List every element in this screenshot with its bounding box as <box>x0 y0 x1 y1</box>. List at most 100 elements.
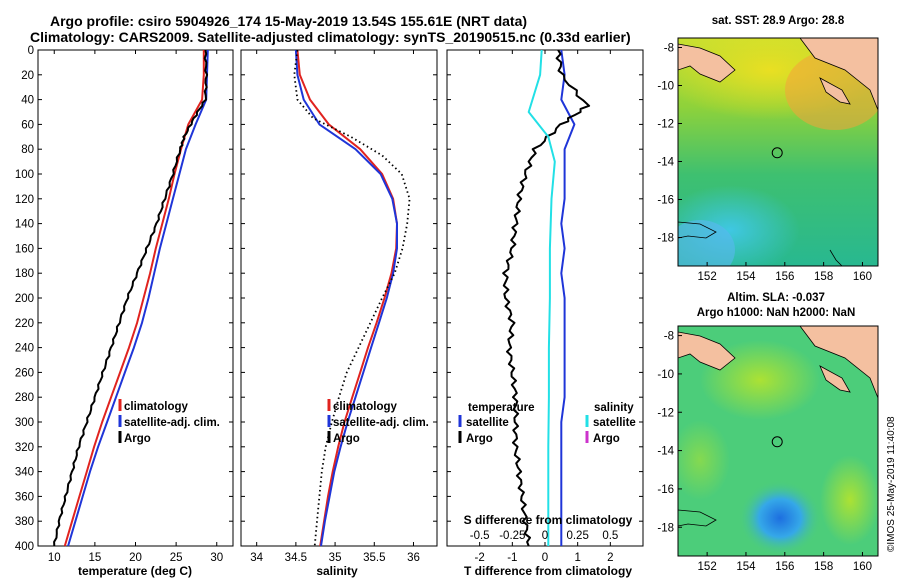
map-y-tick-label: -14 <box>657 446 674 458</box>
sst-map-title: sat. SST: 28.9 Argo: 28.8 <box>712 15 845 27</box>
legend-label-t-satellite: satellite <box>466 417 509 429</box>
x-tick-label: 2 <box>607 552 613 564</box>
difference-y-ticks <box>447 49 643 547</box>
x-tick-label: 36 <box>407 552 420 564</box>
x-tick-label: -2 <box>475 552 485 564</box>
temperature-x-axis: 10 15 20 25 30 <box>48 50 223 564</box>
map-x-tick-label: 160 <box>853 561 872 573</box>
legend-label-s-satellite: satellite <box>593 417 636 429</box>
salinity-panel: 34 34.5 35 35.5 36 salinity climatology sate… <box>240 49 438 578</box>
map-x-tick-label: 154 <box>736 271 756 283</box>
x-tick-label: 25 <box>170 552 183 564</box>
temperature-xlabel: temperature (deg C) <box>78 564 192 578</box>
s-diff-tick-label: 0.25 <box>566 530 588 542</box>
sst-argo-position-marker <box>771 147 783 159</box>
imos-credit: ©IMOS 25-May-2019 11:40:08 <box>886 416 897 552</box>
x-tick-label: 15 <box>88 552 101 564</box>
legend-label-t-argo: Argo <box>466 433 493 445</box>
map-y-tick-label: -14 <box>657 157 674 169</box>
map-y-tick-label: -12 <box>657 119 674 131</box>
y-tick-label: 340 <box>15 467 34 479</box>
y-tick-label: 220 <box>15 318 34 330</box>
s-diff-tick-label: -0.5 <box>470 530 490 542</box>
legend-label-satellite: satellite-adj. clim. <box>333 417 429 429</box>
x-tick-label: 34 <box>250 552 263 564</box>
sla-field <box>678 326 878 556</box>
sst-land-solomon <box>740 38 878 111</box>
map-y-tick-label: -18 <box>657 233 674 245</box>
y-tick-label: 160 <box>15 243 34 255</box>
y-tick-label: 380 <box>15 516 34 528</box>
x-tick-label: -1 <box>507 552 517 564</box>
series-line-climatology <box>296 49 398 547</box>
sla-land-png <box>678 331 736 371</box>
x-tick-label: 1 <box>574 552 580 564</box>
s-diff-tick-label: 0.5 <box>602 530 618 542</box>
temperature-legend: climatology satellite-adj. clim. Argo <box>118 399 220 445</box>
difference-panel: -2 -1 0 1 2 S difference from climatology -0… <box>446 49 644 578</box>
difference-axes <box>446 49 644 547</box>
figure-title-line1: Argo profile: csiro 5904926_174 15-May-2… <box>50 13 527 29</box>
legend-title-temperature: temperature <box>468 402 534 414</box>
series-line-argo <box>53 49 209 547</box>
map-x-tick-label: 156 <box>775 561 794 573</box>
series-line-argo <box>293 49 411 547</box>
legend-title-salinity: salinity <box>594 402 634 414</box>
sst-reef-contour <box>678 221 717 239</box>
s-difference-tick-labels: -0.5 -0.25 0 0.25 0.5 <box>470 530 619 542</box>
sla-map-title-line2: Argo h1000: NaN h2000: NaN <box>697 307 856 319</box>
x-tick-label: 34.5 <box>285 552 307 564</box>
map-y-tick-label: -18 <box>657 522 674 534</box>
figure-title-line2: Climatology: CARS2009. Satellite-adjuste… <box>30 29 631 45</box>
map-x-tick-label: 158 <box>814 271 833 283</box>
map-x-tick-label: 154 <box>736 561 756 573</box>
map-y-tick-label: -12 <box>657 407 674 419</box>
sla-high-patch-3 <box>678 420 730 500</box>
sla-reef-contour <box>678 509 717 527</box>
legend-label-climatology: climatology <box>124 401 189 413</box>
salinity-xlabel: salinity <box>316 564 358 578</box>
x-tick-label: 30 <box>210 552 223 564</box>
map-y-tick-label: -16 <box>657 484 674 496</box>
y-tick-label: 180 <box>15 268 34 280</box>
t-difference-xlabel: T difference from climatology <box>464 564 632 578</box>
sla-map: Altim. SLA: -0.037 Argo h1000: NaN h2000… <box>657 292 879 573</box>
series-line-temperature-satellite <box>560 49 576 546</box>
sla-island <box>819 365 851 393</box>
map-y-tick-label: -8 <box>664 331 674 343</box>
map-y-tick-label: -8 <box>664 43 674 55</box>
map-x-tick-label: 156 <box>775 271 794 283</box>
sst-reef-contour-2 <box>829 249 843 266</box>
sst-cool-core <box>678 220 735 266</box>
salinity-x-axis: 34 34.5 35 35.5 36 <box>250 50 420 564</box>
y-tick-label: 60 <box>21 119 34 131</box>
series-line-salinity-satellite <box>527 49 556 546</box>
s-diff-tick-label: 0 <box>542 530 548 542</box>
y-tick-label: 320 <box>15 442 34 454</box>
s-difference-xlabel: S difference from climatology <box>464 513 633 527</box>
x-tick-label: 10 <box>48 552 61 564</box>
legend-label-argo: Argo <box>333 433 360 445</box>
map-x-tick-label: 152 <box>698 271 717 283</box>
y-tick-label: 280 <box>15 392 34 404</box>
y-tick-label: 20 <box>21 70 34 82</box>
x-tick-label: 20 <box>129 552 142 564</box>
temperature-panel: 0 20 40 60 80 100 120 140 160 180 200 220 240 260 280 3… <box>15 45 234 578</box>
temperature-lines <box>53 49 209 547</box>
series-line-satellite-adj-clim- <box>67 49 209 547</box>
map-x-tick-label: 158 <box>814 561 833 573</box>
sst-map-axes: -8 -10 -12 -14 -16 -18 152 154 156 158 160 <box>657 43 872 284</box>
temperature-y-axis: 0 20 40 60 80 100 120 140 160 180 200 220 240 260 280 3… <box>15 45 233 553</box>
sla-map-frame <box>677 325 879 557</box>
salinity-axes <box>240 49 438 547</box>
sst-map-frame <box>677 37 879 267</box>
y-tick-label: 240 <box>15 343 34 355</box>
y-tick-label: 40 <box>21 95 34 107</box>
legend-label-satellite: satellite-adj. clim. <box>124 417 220 429</box>
sla-high-patch-2 <box>820 455 878 545</box>
salinity-lines <box>293 49 411 547</box>
salinity-legend: climatology satellite-adj. clim. Argo <box>327 399 429 445</box>
y-tick-label: 260 <box>15 367 34 379</box>
sla-low-eddy <box>738 480 822 556</box>
